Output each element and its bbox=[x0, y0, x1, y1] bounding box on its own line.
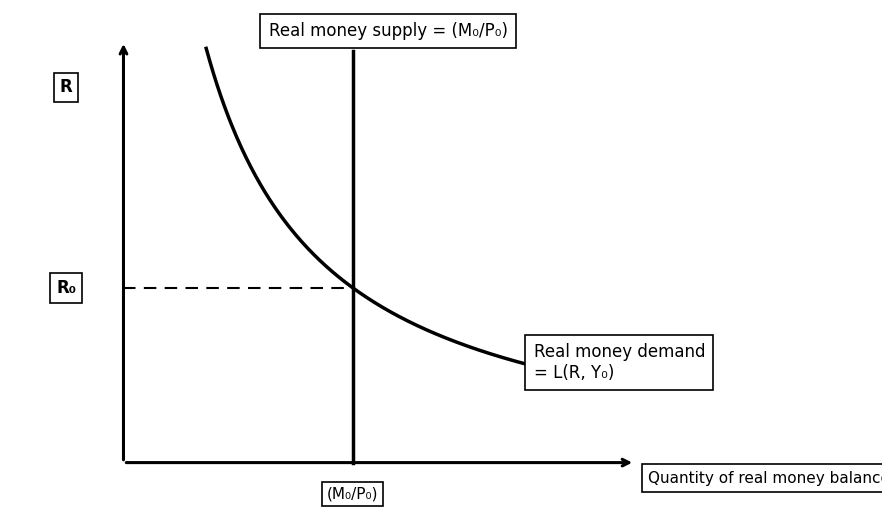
Text: Real money supply = (M₀/P₀): Real money supply = (M₀/P₀) bbox=[269, 22, 507, 40]
Text: Quantity of real money balances: Quantity of real money balances bbox=[648, 470, 882, 486]
Text: (M₀/P₀): (M₀/P₀) bbox=[327, 486, 378, 501]
Text: R₀: R₀ bbox=[56, 279, 76, 297]
Text: R: R bbox=[60, 78, 72, 97]
Text: Real money demand
= L(R, Y₀): Real money demand = L(R, Y₀) bbox=[534, 343, 705, 382]
